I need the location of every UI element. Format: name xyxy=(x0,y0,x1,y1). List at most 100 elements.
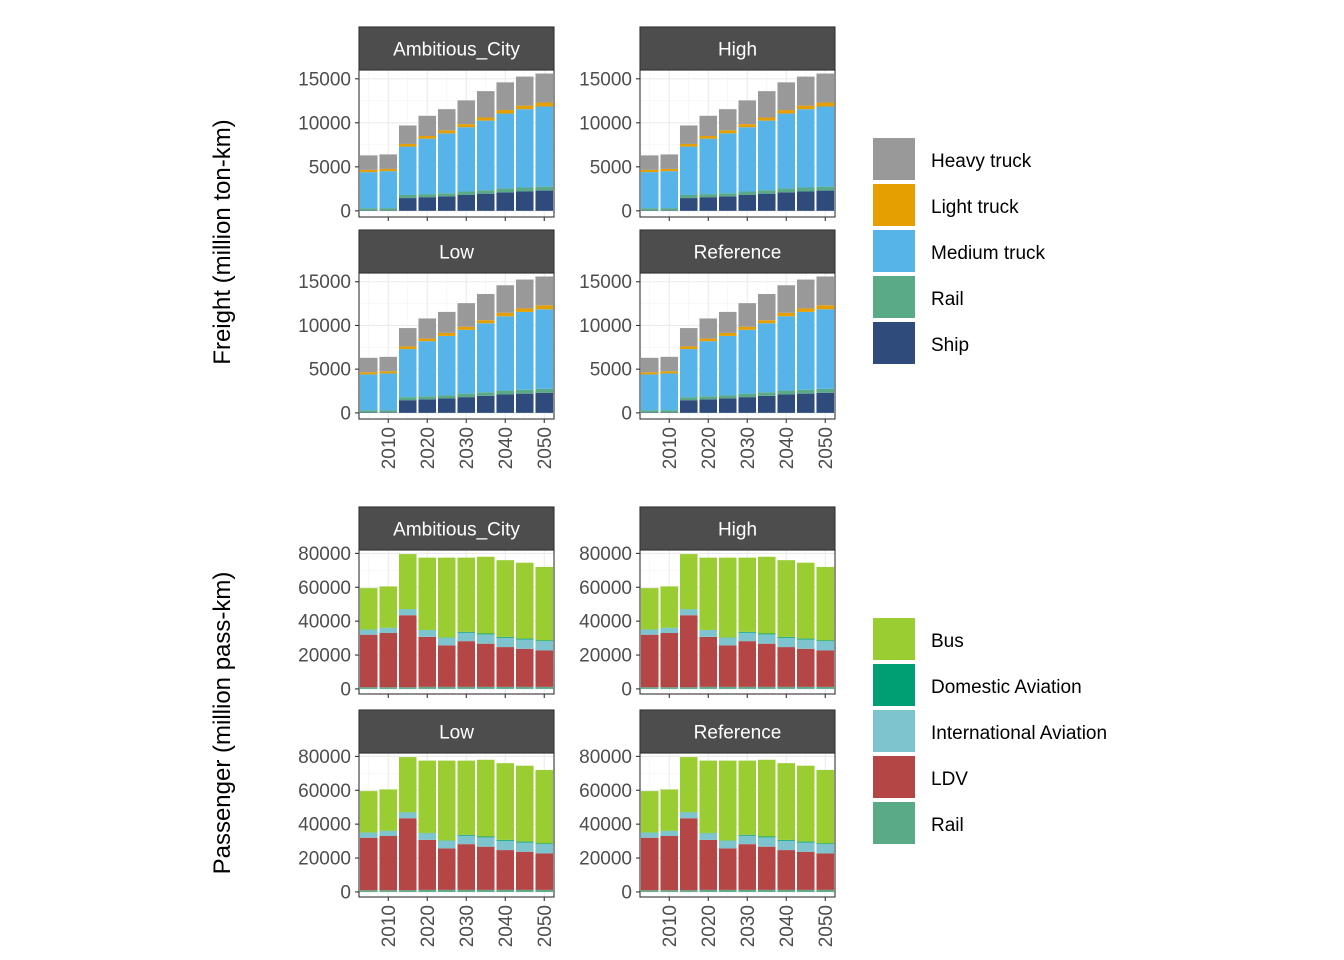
bar-group-1-reference-medium-truck-2030 xyxy=(738,329,757,394)
bar-group-2-high-ldv-2035 xyxy=(757,643,776,687)
bar-group-2-ambitious-city-rail-2015 xyxy=(398,687,417,689)
bar-group-2-low-ldv-2035 xyxy=(476,846,495,890)
bar-group-1-ambitious-city-heavy-truck-2040 xyxy=(496,82,515,111)
bar-group-1-reference-heavy-truck-2025 xyxy=(718,311,737,333)
legend-key-rail xyxy=(873,276,915,318)
bar-group-2-reference-international-aviation-2015 xyxy=(679,812,698,819)
bar-group-2-high-domestic-aviation-2035 xyxy=(757,633,776,635)
bar-group-1-high-ship-2015 xyxy=(679,198,698,211)
bar-group-1-reference-light-truck-2005 xyxy=(640,372,659,375)
bar-group-1-reference-rail-2040 xyxy=(777,390,796,395)
bar-group-1-ambitious-city-rail-2030 xyxy=(457,191,476,195)
bar-group-1-ambitious-city-light-truck-2030 xyxy=(457,124,476,128)
bar-group-1-reference-medium-truck-2015 xyxy=(679,349,698,398)
bar-group-1-low-ship-2050 xyxy=(535,392,554,413)
panel-group-1-low: Low 0 5000 10000 15000 2010 2020 2030 2040 2050 xyxy=(298,229,556,469)
bar-group-1-high-medium-truck-2040 xyxy=(777,113,796,189)
y-tick-label-0: 0 xyxy=(621,679,632,700)
strip-label-group-2-low: Low xyxy=(439,723,474,744)
bar-group-1-ambitious-city-medium-truck-2035 xyxy=(476,120,495,191)
legend-label-heavy-truck: Heavy truck xyxy=(931,151,1032,172)
bar-group-1-reference-light-truck-2045 xyxy=(796,308,815,312)
bar-group-1-high-rail-2020 xyxy=(699,194,718,198)
bar-group-1-reference-ship-2020 xyxy=(699,399,718,413)
bar-group-1-reference-rail-2010 xyxy=(660,410,679,413)
x-tick-label-2020: 2020 xyxy=(699,427,720,469)
strip-group-1-ambitious-city xyxy=(358,26,555,71)
bar-group-2-reference-international-aviation-2020 xyxy=(699,833,718,840)
legend-key-heavy-truck xyxy=(873,138,915,180)
x-tick-label-2040: 2040 xyxy=(777,905,798,947)
bar-group-1-reference-light-truck-2040 xyxy=(777,312,796,317)
bar-group-1-high-medium-truck-2010 xyxy=(660,171,679,209)
bar-group-2-ambitious-city-rail-2005 xyxy=(359,687,378,689)
y-tick-label-0: 0 xyxy=(340,679,351,700)
bar-group-2-ambitious-city-bus-2045 xyxy=(515,562,534,639)
y-tick-label-20000: 20000 xyxy=(298,849,351,870)
bar-group-1-low-rail-2045 xyxy=(515,389,534,394)
bar-group-2-reference-bus-2010 xyxy=(660,789,679,831)
bar-group-2-reference-ldv-2010 xyxy=(660,836,679,891)
legend-label-bus: Bus xyxy=(931,631,964,652)
bar-group-2-ambitious-city-bus-2030 xyxy=(457,557,476,632)
bar-group-2-reference-ldv-2030 xyxy=(738,844,757,890)
bar-group-2-reference-bus-2045 xyxy=(796,765,815,842)
bar-group-1-reference-heavy-truck-2050 xyxy=(816,276,835,306)
legend-key-light-truck xyxy=(873,184,915,226)
bar-group-2-high-international-aviation-2045 xyxy=(796,639,815,649)
bar-group-2-high-ldv-2040 xyxy=(777,647,796,687)
bar-group-1-low-rail-2010 xyxy=(379,410,398,413)
bar-group-2-high-ldv-2015 xyxy=(679,615,698,688)
legend-key-international-aviation xyxy=(873,710,915,752)
y-tick-label-40000: 40000 xyxy=(298,815,351,836)
bar-group-2-low-ldv-2030 xyxy=(457,844,476,890)
x-tick-label-2020: 2020 xyxy=(699,905,720,947)
bar-group-2-reference-ldv-2040 xyxy=(777,850,796,890)
bar-group-1-ambitious-city-light-truck-2045 xyxy=(515,105,534,110)
bar-group-2-ambitious-city-domestic-aviation-2035 xyxy=(476,633,495,635)
y-tick-label-0: 0 xyxy=(621,403,632,424)
bar-group-1-reference-ship-2040 xyxy=(777,394,796,413)
bar-group-2-ambitious-city-international-aviation-2040 xyxy=(496,637,515,648)
y-axis-title-group-1: Freight (million ton-km) xyxy=(209,119,236,364)
bar-group-2-high-bus-2015 xyxy=(679,554,698,610)
bar-group-2-low-rail-2015 xyxy=(398,890,417,892)
strip-group-2-reference xyxy=(639,709,836,754)
bar-group-1-reference-medium-truck-2005 xyxy=(640,374,659,411)
bar-group-1-reference-light-truck-2020 xyxy=(699,338,718,342)
bar-group-2-ambitious-city-bus-2035 xyxy=(476,556,495,634)
bar-group-1-low-light-truck-2020 xyxy=(418,338,437,342)
bar-group-1-high-heavy-truck-2035 xyxy=(757,91,776,118)
bar-group-2-high-ldv-2005 xyxy=(640,634,659,688)
bar-group-1-low-ship-2010 xyxy=(379,412,398,413)
bar-group-2-low-rail-2010 xyxy=(379,890,398,892)
bar-group-1-low-rail-2030 xyxy=(457,393,476,398)
bar-group-1-low-rail-2020 xyxy=(418,396,437,400)
bar-group-2-ambitious-city-international-aviation-2020 xyxy=(418,630,437,637)
bar-group-1-reference-heavy-truck-2005 xyxy=(640,357,659,373)
bar-group-2-low-ldv-2005 xyxy=(359,837,378,891)
bar-group-2-ambitious-city-bus-2015 xyxy=(398,554,417,610)
bar-group-2-reference-international-aviation-2035 xyxy=(757,837,776,847)
bar-group-1-low-ship-2035 xyxy=(476,395,495,413)
bar-group-2-low-bus-2005 xyxy=(359,791,378,833)
y-tick-label-10000: 10000 xyxy=(579,316,632,337)
panel-group-1-ambitious-city: Ambitious_City 0 5000 10000 15000 xyxy=(298,26,555,222)
strip-label-group-1-ambitious-city: Ambitious_City xyxy=(393,40,520,61)
bar-group-1-reference-ship-2035 xyxy=(757,395,776,413)
bar-group-2-high-bus-2035 xyxy=(757,556,776,634)
bar-group-1-low-rail-2040 xyxy=(496,390,515,395)
bar-group-1-reference-light-truck-2025 xyxy=(718,332,737,336)
bar-group-2-reference-bus-2015 xyxy=(679,757,698,813)
bar-group-1-high-rail-2010 xyxy=(660,208,679,211)
legend-key-bus xyxy=(873,618,915,660)
bar-group-1-low-light-truck-2005 xyxy=(359,372,378,375)
bar-group-2-low-international-aviation-2020 xyxy=(418,833,437,840)
bar-group-2-ambitious-city-domestic-aviation-2050 xyxy=(535,640,554,642)
bar-group-1-high-heavy-truck-2030 xyxy=(738,100,757,125)
bar-group-1-high-heavy-truck-2015 xyxy=(679,125,698,144)
bar-group-1-low-medium-truck-2010 xyxy=(379,373,398,411)
x-tick-label-2030: 2030 xyxy=(738,905,759,947)
bar-group-2-reference-rail-2015 xyxy=(679,890,698,892)
bar-group-2-low-international-aviation-2040 xyxy=(496,840,515,851)
